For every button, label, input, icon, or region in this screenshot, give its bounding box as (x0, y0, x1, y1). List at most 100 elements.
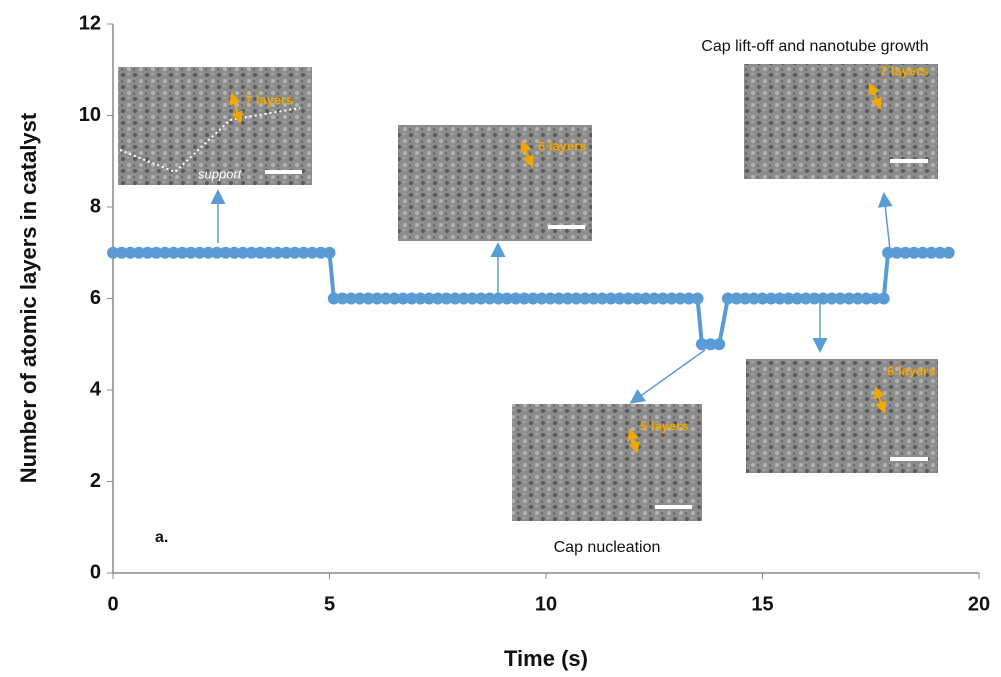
data-point (656, 292, 669, 305)
data-point (561, 292, 574, 305)
data-point (843, 292, 856, 305)
data-point (934, 246, 947, 259)
data-point (466, 292, 479, 305)
data-point (613, 292, 626, 305)
data-point (860, 292, 873, 305)
annotation: Cap lift-off and nanotube growth (701, 38, 928, 55)
inset-image (746, 359, 938, 473)
data-point (630, 292, 643, 305)
data-point (141, 246, 154, 259)
data-point (336, 292, 349, 305)
x-tick-label: 0 (107, 593, 118, 615)
data-point (254, 246, 267, 259)
data-point (323, 246, 336, 259)
data-point (509, 292, 522, 305)
data-point (397, 292, 410, 305)
data-point (388, 292, 401, 305)
data-point (782, 292, 795, 305)
data-point (773, 292, 786, 305)
annotation: Cap nucleation (554, 539, 661, 556)
data-point (825, 292, 838, 305)
data-point (236, 246, 249, 259)
data-point (765, 292, 778, 305)
data-point (228, 246, 241, 259)
data-point (691, 292, 704, 305)
annotation: a. (155, 529, 168, 546)
data-point (124, 246, 137, 259)
data-point (176, 246, 189, 259)
data-point (288, 246, 301, 259)
data-point (622, 292, 635, 305)
data-point (527, 292, 540, 305)
y-axis-title: Number of atomic layers in catalyst (16, 112, 41, 483)
y-tick-label: 4 (90, 378, 102, 400)
data-point (942, 246, 955, 259)
inset-label: 7 layers (245, 92, 293, 107)
data-point (306, 246, 319, 259)
data-point (193, 246, 206, 259)
data-point (501, 292, 514, 305)
data-point (639, 292, 652, 305)
data-point (483, 292, 496, 305)
data-point (167, 246, 180, 259)
data-point (899, 246, 912, 259)
data-point (695, 338, 708, 351)
data-point (353, 292, 366, 305)
y-tick-label: 12 (79, 12, 101, 34)
data-point (596, 292, 609, 305)
data-point (552, 292, 565, 305)
data-point (314, 246, 327, 259)
data-point (882, 246, 895, 259)
data-point (665, 292, 678, 305)
data-point (739, 292, 752, 305)
data-point (327, 292, 340, 305)
data-point (371, 292, 384, 305)
inset-label: support (198, 166, 243, 181)
data-point (345, 292, 358, 305)
data-point (210, 246, 223, 259)
data-point (158, 246, 171, 259)
data-point (262, 246, 275, 259)
inset-label: 6 layers (887, 363, 935, 378)
data-point (431, 292, 444, 305)
data-point (245, 246, 258, 259)
data-point (115, 246, 128, 259)
y-tick-label: 10 (79, 104, 101, 126)
data-point (851, 292, 864, 305)
x-tick-label: 15 (751, 593, 773, 615)
data-point (747, 292, 760, 305)
data-point (132, 246, 145, 259)
data-point (674, 292, 687, 305)
data-point (756, 292, 769, 305)
inset-image (398, 125, 592, 241)
data-point (817, 292, 830, 305)
data-point (721, 292, 734, 305)
data-point (730, 292, 743, 305)
y-tick-label: 2 (90, 470, 101, 492)
x-tick-label: 10 (535, 593, 557, 615)
data-point (925, 246, 938, 259)
data-point (544, 292, 557, 305)
y-tick-label: 0 (90, 561, 101, 583)
data-point (271, 246, 284, 259)
data-point (475, 292, 488, 305)
data-point (535, 292, 548, 305)
data-point (916, 246, 929, 259)
data-point (890, 246, 903, 259)
support-outline (119, 107, 301, 174)
data-point (704, 338, 717, 351)
data-point (414, 292, 427, 305)
layer-arrows (228, 82, 887, 454)
data-point (423, 292, 436, 305)
data-point (791, 292, 804, 305)
inset-label: 5 layers (640, 418, 688, 433)
data-point (682, 292, 695, 305)
data-point (587, 292, 600, 305)
data-point (280, 246, 293, 259)
inset-label: 7 layers (880, 63, 928, 78)
insets: 7 layers support 6 layers 7 layers 5 lay… (118, 63, 938, 521)
data-point (107, 246, 119, 259)
y-tick-label: 6 (90, 287, 101, 309)
scale-bars (265, 159, 928, 509)
